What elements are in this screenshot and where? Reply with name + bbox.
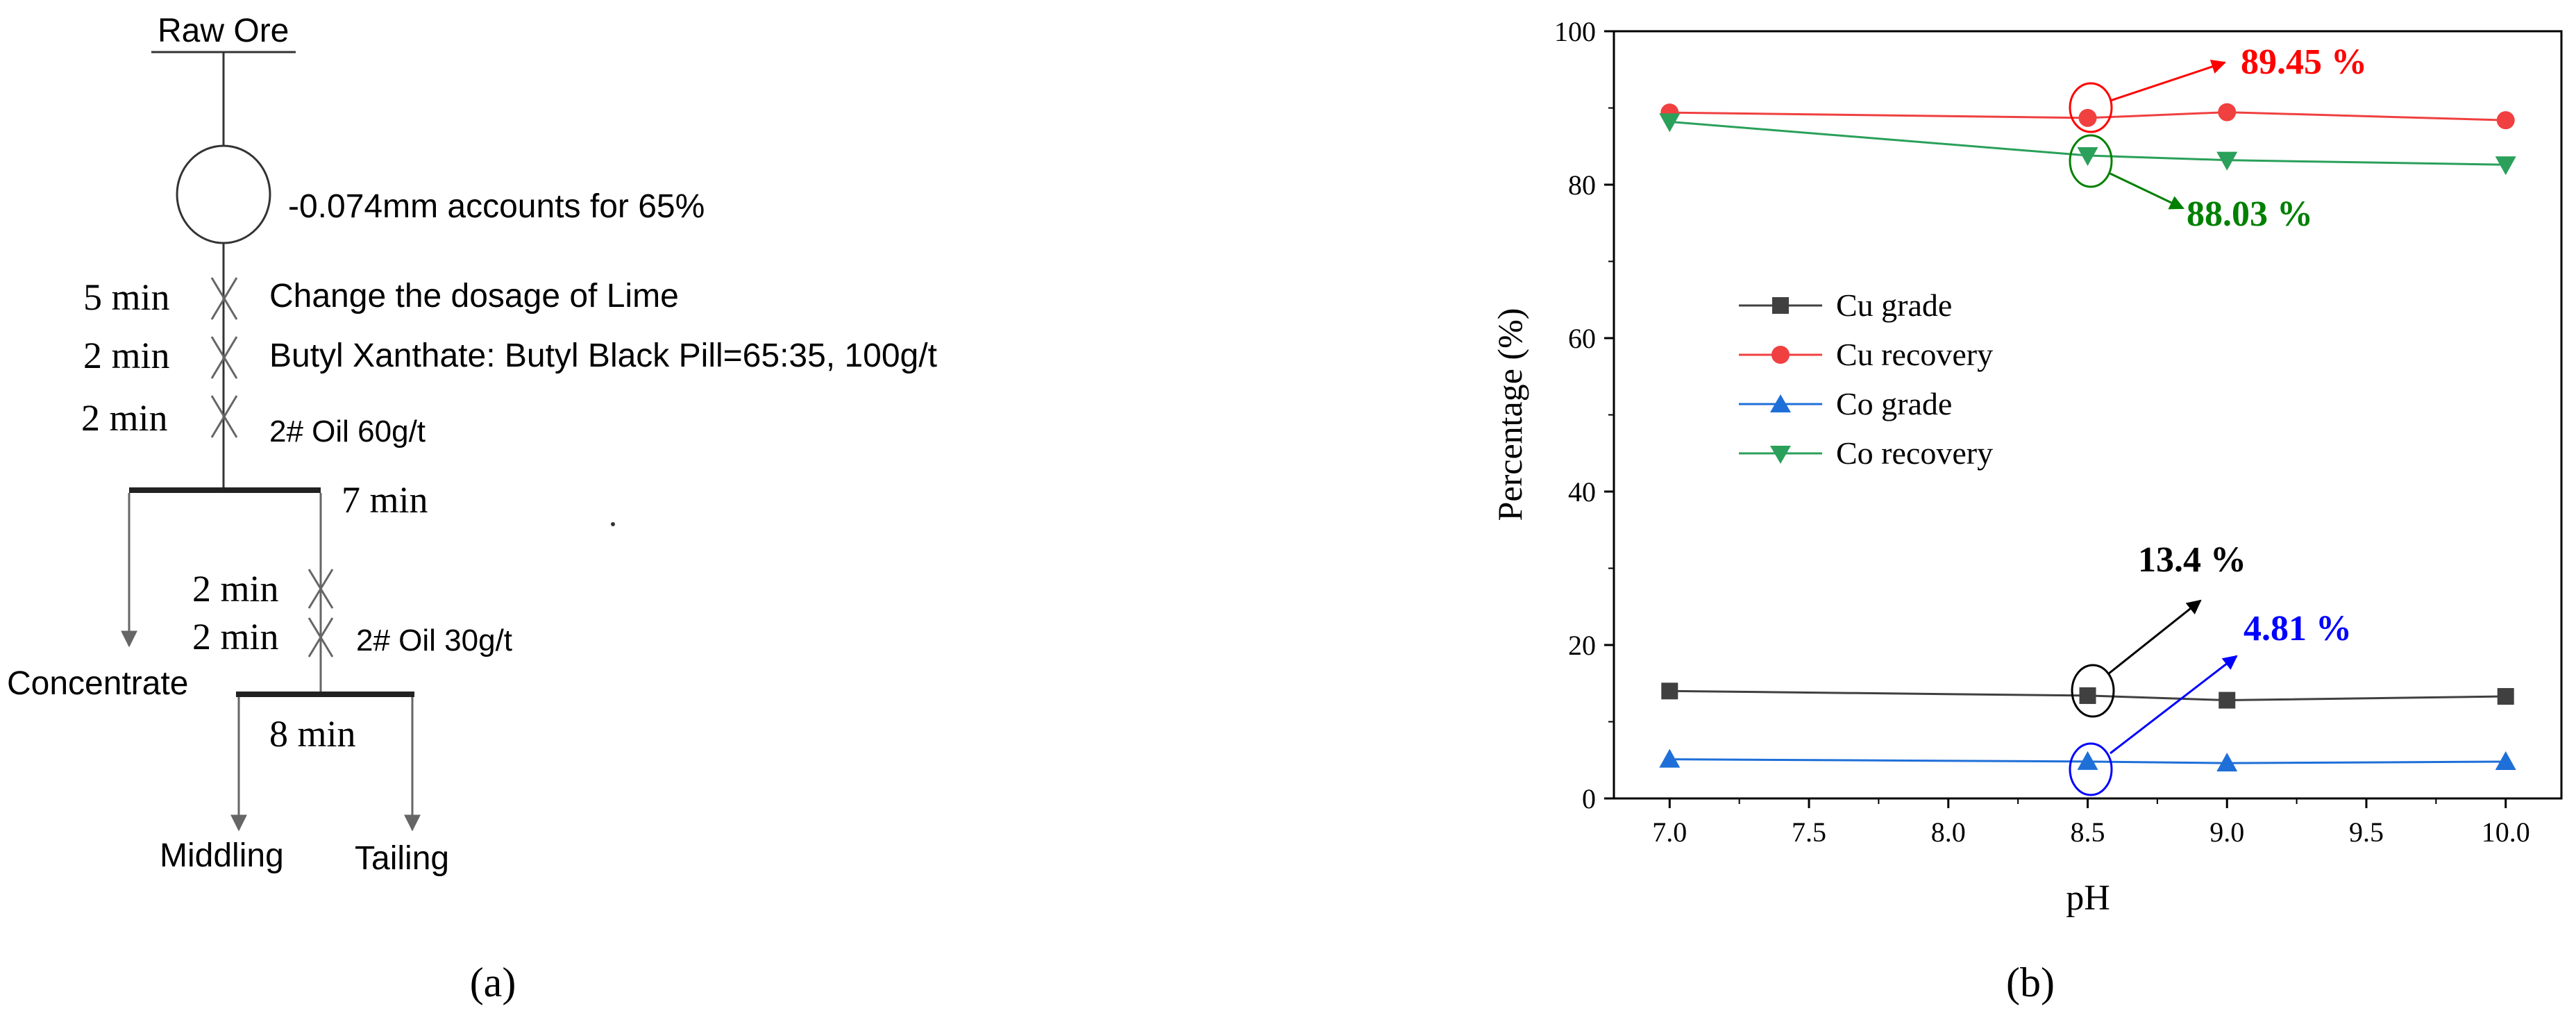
data-point-cu-grade bbox=[2219, 692, 2236, 709]
step2-time: 2 min bbox=[83, 335, 170, 376]
x-tick-label: 8.5 bbox=[2071, 816, 2105, 848]
y-axis-label: Percentage (%) bbox=[1490, 308, 1529, 521]
legend-marker-cu-recovery bbox=[1771, 346, 1790, 364]
middling-label: Middling bbox=[160, 837, 284, 874]
step1-time: 5 min bbox=[83, 276, 170, 318]
plot-frame bbox=[1613, 30, 2563, 800]
step2-reagent: Butyl Xanthate: Butyl Black Pill=65:35, … bbox=[269, 337, 937, 374]
legend-marker-co-recovery bbox=[1770, 446, 1791, 464]
reagent-cross-3 bbox=[210, 395, 238, 438]
data-point-co-grade bbox=[2216, 753, 2238, 772]
data-point-co-recovery bbox=[2077, 147, 2098, 167]
x-axis-label: pH bbox=[2066, 878, 2110, 918]
legend-entry-co-grade: Co grade bbox=[1739, 386, 1952, 421]
data-point-cu-recovery bbox=[2078, 108, 2097, 127]
step3-reagent: 2# Oil 60g/t bbox=[269, 414, 426, 449]
legend-marker-cu-grade bbox=[1772, 297, 1789, 314]
annotation-arrow-cu-grade bbox=[2108, 599, 2202, 675]
x-tick-label: 8.0 bbox=[1931, 816, 1966, 848]
concentrate-label: Concentrate bbox=[7, 665, 189, 702]
grinding-mill-icon bbox=[176, 144, 271, 244]
annotation-cu-recovery: 89.45 % bbox=[2241, 42, 2367, 82]
panel-a-label: (a) bbox=[470, 960, 516, 1005]
data-point-cu-grade bbox=[2079, 687, 2096, 704]
step1-reagent: Change the dosage of Lime bbox=[269, 278, 679, 315]
y-tick-label: 20 bbox=[1568, 630, 1596, 661]
grinding-note: -0.074mm accounts for 65% bbox=[288, 188, 705, 225]
annotation-cu-grade: 13.4 % bbox=[2138, 540, 2246, 580]
legend-label-cu-grade: Cu grade bbox=[1836, 287, 1952, 323]
data-point-co-recovery bbox=[2495, 156, 2516, 176]
x-tick-label: 7.5 bbox=[1792, 816, 1826, 848]
legend-label-co-recovery: Co recovery bbox=[1836, 435, 1993, 471]
series-line-co-grade bbox=[1669, 758, 2506, 764]
data-point-co-recovery bbox=[2216, 151, 2238, 171]
data-point-co-recovery bbox=[1659, 113, 1681, 133]
data-point-co-grade bbox=[1659, 748, 1681, 768]
y-tick-label: 80 bbox=[1568, 169, 1596, 201]
series-line-co-recovery bbox=[1669, 120, 2506, 166]
rougher-time: 7 min bbox=[342, 479, 428, 521]
series-line-cu-grade bbox=[1669, 689, 2506, 702]
stray-dot bbox=[611, 522, 615, 526]
annotation-co-recovery: 88.03 % bbox=[2187, 194, 2313, 234]
reagent-cross-1 bbox=[210, 277, 238, 320]
legend-entry-co-recovery: Co recovery bbox=[1739, 435, 1993, 471]
axis-ticks: 7.0 7.5 8.0 8.5 9.0 9.5 10.0 0 20 40 60 80 100 bbox=[1554, 16, 2530, 848]
tailing-label: Tailing bbox=[355, 840, 449, 877]
data-point-cu-grade bbox=[1661, 682, 1678, 700]
y-tick-label: 0 bbox=[1582, 783, 1596, 814]
reagent-cross-2 bbox=[210, 336, 238, 379]
data-point-cu-recovery bbox=[2496, 111, 2515, 130]
annotation-circle-co-recovery bbox=[2069, 134, 2113, 188]
annotation-arrow-co-grade bbox=[2110, 655, 2238, 755]
annotation-arrow-co-recovery bbox=[2110, 172, 2184, 210]
annotation-circle-cu-recovery bbox=[2069, 82, 2113, 133]
scav2-time: 2 min bbox=[192, 616, 279, 657]
y-tick-label: 60 bbox=[1568, 323, 1596, 354]
legend-entry-cu-recovery: Cu recovery bbox=[1739, 337, 1993, 372]
chart: 7.0 7.5 8.0 8.5 9.0 9.5 10.0 0 20 40 60 80 100 Perce… bbox=[1490, 16, 2563, 1005]
legend-entry-cu-grade: Cu grade bbox=[1739, 287, 1952, 323]
annotations: 89.45 % 88.03 % 13.4 % 4.81 % bbox=[2069, 42, 2367, 796]
series-line-cu-recovery bbox=[1669, 111, 2506, 122]
raw-ore-label: Raw Ore bbox=[158, 12, 289, 49]
reagent-cross-4 bbox=[308, 569, 334, 609]
data-point-co-grade bbox=[2495, 751, 2516, 770]
data-point-cu-recovery bbox=[2218, 103, 2237, 122]
x-tick-label: 9.0 bbox=[2209, 816, 2244, 848]
flowsheet: Raw Ore -0.074mm accounts for 65% 5 min … bbox=[7, 12, 937, 1005]
scav2-reagent: 2# Oil 30g/t bbox=[356, 623, 512, 657]
scav1-time: 2 min bbox=[192, 568, 279, 610]
legend-label-cu-recovery: Cu recovery bbox=[1836, 337, 1993, 372]
annotation-circle-cu-grade bbox=[2071, 664, 2115, 718]
x-tick-label: 9.5 bbox=[2349, 816, 2384, 848]
reagent-cross-5 bbox=[308, 617, 334, 657]
x-tick-label: 10.0 bbox=[2482, 816, 2530, 848]
legend-marker-co-grade bbox=[1770, 394, 1791, 412]
annotation-circle-co-grade bbox=[2069, 742, 2113, 796]
series-lines bbox=[1659, 103, 2516, 772]
legend-label-co-grade: Co grade bbox=[1836, 386, 1952, 421]
step3-time: 2 min bbox=[81, 397, 168, 439]
data-point-co-grade bbox=[2077, 751, 2098, 770]
panel-b-label: (b) bbox=[2006, 960, 2055, 1005]
y-tick-label: 100 bbox=[1554, 16, 1596, 47]
scavenger-time: 8 min bbox=[269, 713, 356, 755]
y-tick-label: 40 bbox=[1568, 476, 1596, 508]
legend: Cu grade Cu recovery Co grade Co recover… bbox=[1739, 287, 1993, 471]
data-point-cu-grade bbox=[2497, 688, 2514, 705]
x-tick-label: 7.0 bbox=[1652, 816, 1687, 848]
annotation-co-grade: 4.81 % bbox=[2244, 609, 2352, 648]
annotation-arrow-cu-recovery bbox=[2110, 60, 2226, 102]
